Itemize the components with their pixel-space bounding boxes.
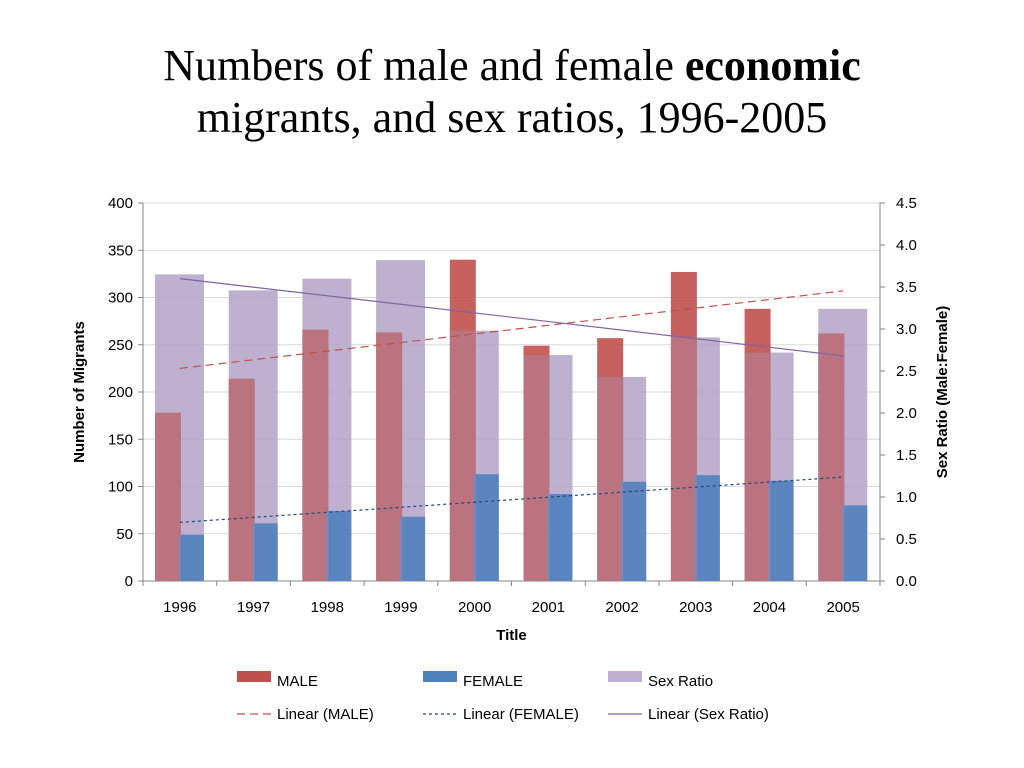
bar-male <box>523 345 550 581</box>
x-tick-label: 2003 <box>679 599 712 616</box>
right-tick-label: 0.0 <box>896 573 917 590</box>
right-tick-label: 3.5 <box>896 279 917 296</box>
right-tick-label: 4.5 <box>896 195 917 212</box>
x-tick-label: 2001 <box>532 599 565 616</box>
right-tick-label: 1.0 <box>896 489 917 506</box>
left-tick-label: 300 <box>108 290 133 307</box>
x-axis-title: Title <box>496 627 527 644</box>
left-tick-label: 100 <box>108 479 133 496</box>
legend-label: FEMALE <box>463 673 523 690</box>
x-tick-label: 2004 <box>753 599 786 616</box>
bar-male <box>228 378 255 581</box>
bar-female <box>252 523 278 581</box>
bar-male <box>449 259 476 581</box>
bar-female <box>326 511 352 581</box>
bar-female <box>179 534 204 581</box>
bar-female <box>768 480 794 581</box>
bar-overlap-tint <box>523 355 550 581</box>
bar-overlap-tint <box>597 376 624 581</box>
x-tick-label: 2005 <box>826 599 859 616</box>
x-tick-label: 1999 <box>384 599 417 616</box>
legend-label: Linear (MALE) <box>277 706 374 723</box>
left-tick-label: 50 <box>116 526 133 543</box>
left-tick-label: 400 <box>108 195 133 212</box>
title-line2: migrants, and sex ratios, 1996-2005 <box>196 93 828 142</box>
bar-male <box>155 412 181 581</box>
bar-overlap-tint <box>670 337 697 581</box>
legend-label: Linear (FEMALE) <box>463 706 579 723</box>
bar-overlap-tint <box>449 330 476 581</box>
legend-swatch <box>423 671 457 682</box>
right-tick-label: 1.5 <box>896 447 917 464</box>
title-line1-prefix: Numbers of male and female <box>163 41 685 90</box>
x-tick-label: 1997 <box>237 599 270 616</box>
bar-overlap-tint <box>302 329 329 581</box>
legend-label: Sex Ratio <box>648 673 713 690</box>
bar-male <box>744 308 771 581</box>
left-tick-label: 150 <box>108 431 133 448</box>
bar-male <box>597 338 624 581</box>
bar-male <box>670 271 697 581</box>
x-tick-label: 2000 <box>458 599 491 616</box>
legend-label: MALE <box>277 673 318 690</box>
bar-female <box>547 494 573 581</box>
right-tick-label: 2.5 <box>896 363 917 380</box>
right-axis-title: Sex Ratio (Male:Female) <box>934 306 951 479</box>
left-tick-label: 200 <box>108 384 133 401</box>
title-line1-bold: economic <box>684 41 861 90</box>
x-tick-label: 2002 <box>605 599 638 616</box>
trendline <box>179 476 844 524</box>
right-tick-label: 3.0 <box>896 321 917 338</box>
legend-swatch <box>237 671 271 682</box>
trendline <box>179 290 844 369</box>
bar-female <box>621 481 647 581</box>
right-tick-label: 4.0 <box>896 237 917 254</box>
left-axis-title: Number of Migrants <box>71 321 88 463</box>
left-tick-label: 0 <box>125 573 133 590</box>
bar-female <box>400 516 426 581</box>
bar-overlap-tint <box>376 332 403 581</box>
x-tick-label: 1996 <box>163 599 196 616</box>
legend-swatch <box>608 671 642 682</box>
bar-female <box>842 505 868 581</box>
bar-overlap-tint <box>155 412 181 581</box>
right-tick-label: 2.0 <box>896 405 917 422</box>
x-tick-label: 1998 <box>311 599 344 616</box>
bar-male <box>302 329 329 581</box>
bar-female <box>473 474 499 581</box>
right-tick-label: 0.5 <box>896 531 917 548</box>
left-tick-label: 250 <box>108 337 133 354</box>
bar-female <box>694 475 720 581</box>
bar-overlap-tint <box>228 378 255 581</box>
bar-male <box>376 332 403 581</box>
trendline <box>179 278 844 357</box>
bar-overlap-tint <box>818 333 845 581</box>
left-tick-label: 350 <box>108 242 133 259</box>
legend-label: Linear (Sex Ratio) <box>648 706 769 723</box>
page-title: Numbers of male and female economic migr… <box>0 40 1024 144</box>
bar-overlap-tint <box>744 352 771 581</box>
bar-male <box>818 333 845 581</box>
